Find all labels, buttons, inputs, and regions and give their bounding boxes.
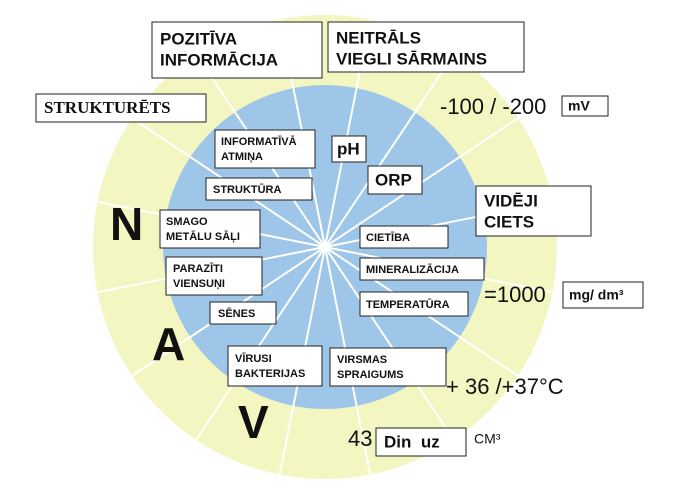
spoke: [324, 246, 456, 443]
box: [359, 257, 485, 281]
box: [331, 135, 367, 163]
label: ORP: [375, 170, 412, 189]
label: SMAGO: [166, 216, 208, 228]
box: [359, 291, 469, 317]
label: VĪRUSI: [235, 353, 272, 365]
box: [329, 347, 447, 387]
unit: mg/ dm³: [569, 287, 624, 303]
label: BAKTERIJAS: [235, 368, 305, 380]
box: [165, 256, 263, 296]
box: [35, 93, 207, 123]
label: MINERALIZĀCIJA: [366, 264, 459, 276]
letter: A: [152, 318, 185, 370]
box: [475, 185, 592, 237]
box: [359, 225, 449, 249]
spoke: [194, 246, 326, 443]
box: [561, 95, 609, 117]
value-text: =1000: [484, 282, 546, 307]
box: [151, 21, 323, 79]
label: POZITĪVA: [160, 29, 237, 48]
label: VIENSUŅI: [173, 278, 225, 290]
label: STRUKTURĒTS: [44, 98, 171, 117]
box: [205, 177, 313, 201]
label: VIDĒJI: [484, 191, 538, 210]
label: STRUKTŪRA: [213, 184, 281, 196]
unit: Din uz: [384, 432, 440, 451]
label: INFORMATĪVĀ: [221, 136, 297, 148]
box: [227, 345, 323, 387]
value-text: -100 / -200: [440, 94, 546, 119]
label: TEMPERATŪRA: [366, 299, 450, 311]
label: CIETS: [484, 212, 534, 231]
label: SĒNES: [218, 308, 255, 320]
label: PARAZĪTI: [173, 263, 223, 275]
label: VIRSMAS: [337, 354, 387, 366]
unit: CM³: [474, 431, 501, 447]
label: SPRAIGUMS: [337, 369, 404, 381]
box: [209, 301, 277, 325]
box: [367, 165, 423, 195]
label: METĀLU SĀĻI: [166, 231, 240, 243]
label: NEITRĀLS: [336, 28, 421, 47]
value-text: 43: [348, 426, 372, 451]
letter: V: [238, 396, 269, 448]
box: [159, 209, 261, 249]
box: [327, 21, 525, 73]
box: [562, 281, 644, 309]
box: [214, 129, 316, 169]
box: [375, 427, 467, 457]
label: VIEGLI SĀRMAINS: [336, 49, 487, 68]
spoke: [324, 51, 456, 248]
label: CIETĪBA: [366, 232, 410, 244]
label: INFORMĀCIJA: [160, 50, 278, 69]
unit: mV: [568, 98, 590, 114]
value-text: + 36 /+37°C: [446, 374, 564, 399]
label: pH: [337, 139, 360, 158]
letter: N: [110, 198, 143, 250]
label: ATMIŅA: [221, 151, 263, 163]
